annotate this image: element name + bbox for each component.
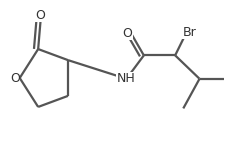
Text: NH: NH	[117, 72, 135, 85]
Text: O: O	[10, 71, 20, 85]
Text: O: O	[35, 9, 45, 22]
Text: Br: Br	[182, 26, 196, 39]
Text: O: O	[122, 27, 131, 39]
